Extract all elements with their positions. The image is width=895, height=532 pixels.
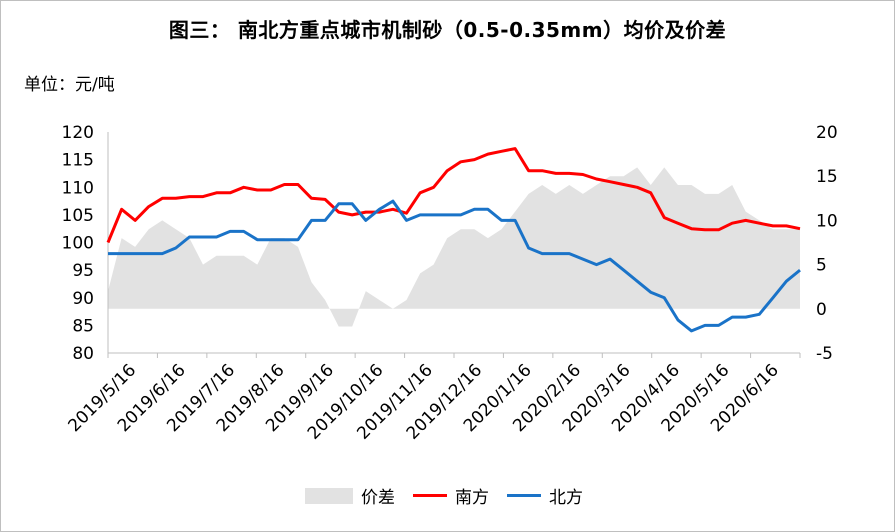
- y-right-tick-label: -5: [816, 344, 833, 364]
- y-right-tick-label: 10: [816, 211, 838, 231]
- y-left-tick-label: 100: [62, 234, 94, 254]
- axis-layer: [107, 132, 801, 358]
- legend-swatch-south: [413, 494, 447, 497]
- chart-title: 图三： 南北方重点城市机制砂（0.5-0.35mm）均价及价差: [168, 18, 727, 42]
- series-area-jiacha: [108, 167, 800, 327]
- legend-label-south: 南方: [455, 488, 489, 508]
- y-left-tick-label: 105: [62, 206, 94, 226]
- y-right-tick-label: 15: [816, 167, 838, 187]
- legend-item-area: 价差: [305, 483, 395, 508]
- y-left-tick-label: 95: [72, 261, 94, 281]
- series-line-south: [106, 147, 801, 244]
- y-left-tick-label: 120: [62, 123, 94, 143]
- legend: 价差 南方 北方: [305, 483, 601, 508]
- legend-item-north: 北方: [507, 483, 583, 508]
- y-left-tick-label: 90: [72, 289, 94, 309]
- y-left-tick-label: 110: [62, 178, 94, 198]
- area-layer: [108, 167, 800, 327]
- y-left-tick-label: 85: [72, 316, 94, 336]
- y-right-tick-label: 0: [816, 300, 827, 320]
- line-layer: [106, 147, 801, 333]
- legend-label-area: 价差: [361, 488, 395, 508]
- legend-item-south: 南方: [413, 483, 489, 508]
- y-right-tick-label: 20: [816, 123, 838, 143]
- y-right-tick-label: 5: [816, 256, 827, 276]
- legend-swatch-area: [305, 487, 353, 504]
- y-left-tick-label: 115: [62, 151, 94, 171]
- unit-label: 单位：元/吨: [24, 75, 115, 95]
- y-left-tick-label: 80: [72, 344, 94, 364]
- legend-swatch-north: [507, 494, 541, 497]
- series-line-north: [108, 199, 801, 333]
- legend-label-north: 北方: [549, 488, 583, 508]
